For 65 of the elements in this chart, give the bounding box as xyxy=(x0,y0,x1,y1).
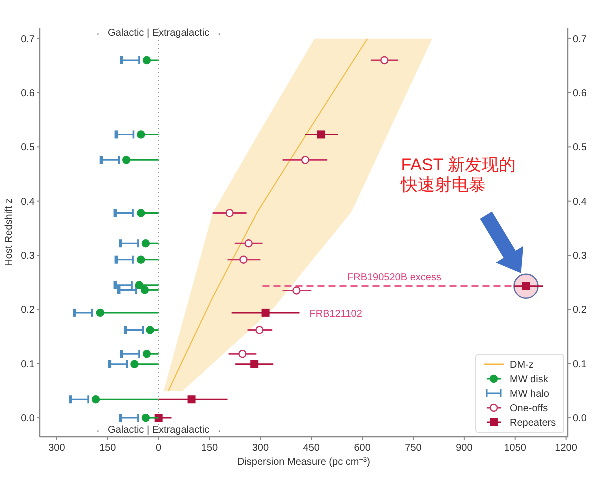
point xyxy=(137,256,146,264)
point xyxy=(188,396,196,404)
y2-tick-label: 0.0 xyxy=(573,414,588,425)
point xyxy=(130,360,139,369)
x-tick-label: 750 xyxy=(405,443,422,454)
x-tick-label: 300 xyxy=(252,443,270,454)
point xyxy=(96,308,105,318)
y2-tick-label: 0.5 xyxy=(573,142,588,154)
y2-tick-label: 0.2 xyxy=(573,305,588,316)
point xyxy=(301,156,310,164)
point xyxy=(250,360,259,368)
point xyxy=(256,326,264,334)
point xyxy=(142,56,152,65)
y-tick-label: 0.6 xyxy=(21,88,36,100)
x-axis-title: Dispersion Measure (pc cm$^{−3}$) xyxy=(237,456,371,468)
legend-label: One-offs xyxy=(510,404,548,414)
x-tick-label: 0 xyxy=(156,443,162,454)
y-tick-label: 0.3 xyxy=(21,251,36,262)
y2-tick-label: 0.7 xyxy=(573,34,588,46)
x-tick-label: 900 xyxy=(456,443,474,454)
x-tick-label: 150 xyxy=(100,443,117,454)
point xyxy=(317,130,326,139)
y-tick-label: 0.1 xyxy=(21,359,36,370)
point xyxy=(135,281,144,290)
x-tick-label: 450 xyxy=(303,443,320,454)
annotation: FRB190520B excess xyxy=(348,272,442,284)
point xyxy=(226,209,234,218)
point xyxy=(142,350,152,358)
y2-tick-label: 0.6 xyxy=(573,88,588,100)
x-tick-label: 150 xyxy=(201,443,219,454)
y-axis-title: Host Redshift z xyxy=(4,198,15,266)
point xyxy=(238,350,247,358)
point xyxy=(142,414,150,422)
point xyxy=(292,286,301,295)
y2-tick-label: 0.1 xyxy=(573,359,588,370)
point xyxy=(137,130,146,139)
y-tick-label: 0.2 xyxy=(21,305,36,316)
annotation: ← Galactic | Extragalactic → xyxy=(95,28,222,39)
annotation: ← Galactic | Extragalactic → xyxy=(95,425,222,436)
x-tick-label: 600 xyxy=(354,443,372,454)
legend-label: MW disk xyxy=(510,374,550,386)
point xyxy=(142,240,150,248)
y2-tick-label: 0.4 xyxy=(573,196,588,208)
point xyxy=(140,286,150,294)
point xyxy=(380,56,389,65)
point xyxy=(244,240,253,248)
point xyxy=(262,308,270,317)
y-tick-label: 0.0 xyxy=(21,414,36,425)
legend-label: DM-z xyxy=(510,360,534,371)
point xyxy=(92,396,100,404)
point xyxy=(137,209,146,218)
legend-label: MW halo xyxy=(510,389,550,400)
y-tick-label: 0.5 xyxy=(21,142,36,154)
point xyxy=(122,156,131,164)
x-tick-label: 300 xyxy=(48,443,66,454)
point xyxy=(146,326,154,334)
point xyxy=(240,256,248,264)
legend-label: Repeaters xyxy=(510,418,556,429)
y-tick-label: 0.4 xyxy=(21,196,36,208)
y2-tick-label: 0.3 xyxy=(573,251,588,262)
x-tick-label: 1050 xyxy=(504,443,527,454)
annotation: FRB121102 xyxy=(310,308,363,320)
annotation: FAST 新发现的快速射电暴 xyxy=(400,155,516,194)
x-tick-label: 1200 xyxy=(555,443,578,454)
y-tick-label: 0.7 xyxy=(21,34,36,46)
